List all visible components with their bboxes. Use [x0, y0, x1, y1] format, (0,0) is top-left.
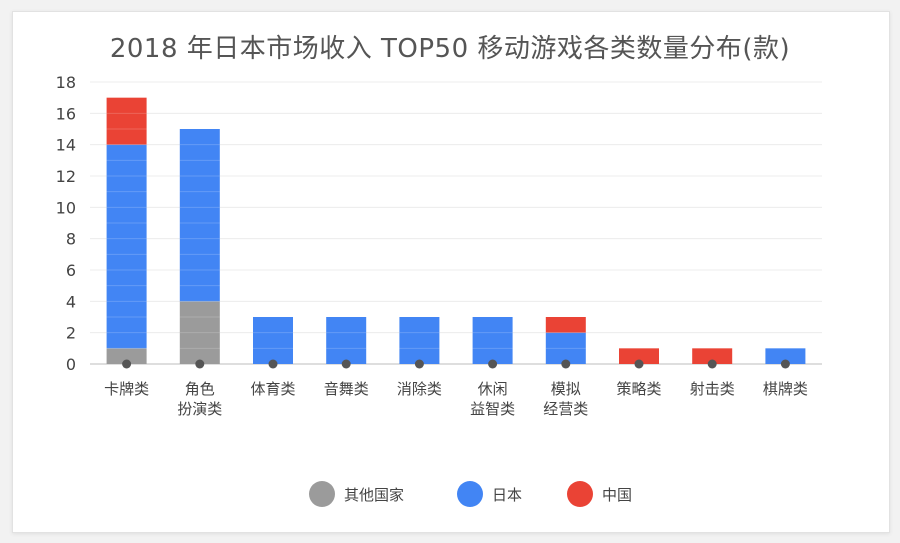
x-tick-label: 经营类	[543, 400, 588, 418]
x-tick-label: 角色	[185, 380, 215, 398]
y-tick-label: 10	[56, 198, 76, 217]
y-tick-label: 8	[66, 230, 76, 249]
bar-segment	[765, 348, 806, 364]
bar-segment	[179, 301, 220, 364]
bar-segment	[692, 348, 733, 364]
x-tick-label: 模拟	[551, 380, 581, 398]
bar-segment	[106, 144, 147, 349]
bar-segment	[253, 317, 293, 364]
bar-segment	[545, 317, 586, 333]
x-tick-label: 扮演类	[177, 400, 222, 418]
y-tick-label: 16	[56, 104, 76, 123]
baseline-dot	[414, 359, 424, 369]
bar-segment	[106, 97, 147, 145]
y-tick-label: 14	[56, 136, 76, 155]
legend-swatch	[457, 481, 483, 507]
y-tick-label: 6	[66, 261, 76, 280]
y-tick-label: 4	[66, 292, 76, 311]
x-tick-label: 射击类	[690, 380, 735, 398]
x-tick-label: 益智类	[470, 400, 515, 418]
y-tick-label: 2	[66, 324, 76, 343]
baseline-dot	[634, 359, 644, 369]
baseline-dot	[780, 359, 790, 369]
baseline-dot	[268, 359, 278, 369]
bar-segment	[472, 317, 513, 364]
chart-frame	[12, 11, 890, 533]
y-tick-label: 12	[56, 167, 76, 186]
bar-segment	[619, 348, 659, 364]
baseline-dot	[341, 359, 351, 369]
baseline-dot	[122, 359, 132, 369]
x-tick-label: 卡牌类	[104, 380, 149, 398]
legend: 其他国家 日本 中国	[309, 481, 632, 507]
bar-segment	[106, 348, 147, 364]
chart-title: 2018 年日本市场收入 TOP50 移动游戏各类数量分布(款)	[109, 34, 791, 64]
x-tick-label: 消除类	[397, 380, 442, 398]
x-tick-label: 策略类	[616, 380, 661, 398]
baseline-dot	[488, 359, 498, 369]
bar-layer	[106, 97, 806, 369]
y-tick-label: 18	[56, 73, 76, 92]
x-tick-label: 体育类	[250, 380, 295, 398]
legend-label: 日本	[492, 486, 522, 504]
x-tick-label: 棋牌类	[763, 380, 808, 398]
legend-swatch	[309, 481, 335, 507]
legend-swatch	[567, 481, 593, 507]
y-axis: 0 2 4 6 8 10 12 14 16 18	[56, 73, 76, 374]
bar-segment	[179, 129, 220, 302]
x-tick-label: 休闲	[478, 380, 508, 398]
bar-segment	[545, 332, 586, 364]
baseline-dot	[707, 359, 717, 369]
bar-segment	[399, 317, 440, 364]
legend-label: 中国	[602, 486, 632, 504]
y-tick-label: 0	[66, 355, 76, 374]
bar-segment	[326, 317, 367, 364]
baseline-dot	[561, 359, 571, 369]
x-tick-label: 音舞类	[324, 380, 369, 398]
baseline-dot	[195, 359, 205, 369]
legend-label: 其他国家	[344, 486, 404, 504]
